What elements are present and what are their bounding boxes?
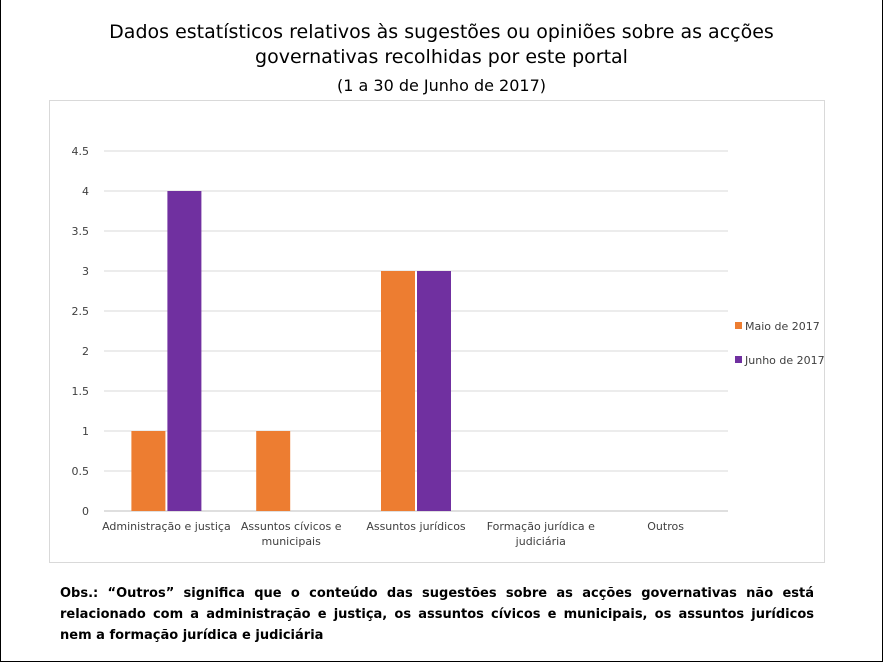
- x-tick-label: municipais: [262, 535, 322, 548]
- y-tick-label: 3: [82, 265, 89, 278]
- x-tick-label: Outros: [647, 520, 684, 533]
- bar: [381, 271, 415, 511]
- bar: [256, 431, 291, 511]
- title-line-2: governativas recolhidas por este portal: [255, 46, 628, 68]
- x-tick-label: Formação jurídica e: [487, 520, 595, 533]
- chart-subtitle: (1 a 30 de Junho de 2017): [337, 76, 546, 95]
- bar: [131, 431, 166, 511]
- chart-area: 0 0.5 1 1.5 2 2.5 3 3.5 4 4.5 Administração e just…: [49, 100, 825, 563]
- y-tick-label: 0: [82, 505, 89, 518]
- x-tick-label: judiciária: [515, 535, 566, 548]
- y-tick-label: 0.5: [72, 465, 90, 478]
- legend-swatch: [735, 356, 742, 363]
- y-tick-label: 2: [82, 345, 89, 358]
- legend-label: Junho de 2017: [744, 354, 824, 367]
- bar-chart: 0 0.5 1 1.5 2 2.5 3 3.5 4 4.5 Administração e just…: [72, 145, 825, 548]
- y-tick-label: 2.5: [72, 305, 90, 318]
- legend-label: Maio de 2017: [745, 320, 820, 333]
- bar: [167, 191, 202, 511]
- y-tick-label: 4.5: [72, 145, 90, 158]
- bar: [417, 271, 451, 511]
- x-tick-label: Administração e justiça: [102, 520, 231, 533]
- x-tick-label: Assuntos cívicos e: [241, 520, 342, 533]
- y-tick-label: 3.5: [72, 225, 90, 238]
- y-tick-label: 4: [82, 185, 89, 198]
- title-line-1: Dados estatísticos relativos às sugestõe…: [109, 21, 774, 43]
- y-tick-label: 1.5: [72, 385, 90, 398]
- footnote: Obs.: “Outros” significa que o conteúdo …: [60, 586, 814, 643]
- chart-title: Dados estatísticos relativos às sugestõe…: [0, 20, 883, 70]
- y-tick-label: 1: [82, 425, 89, 438]
- x-tick-label: Assuntos jurídicos: [366, 520, 466, 533]
- legend-swatch: [735, 322, 742, 329]
